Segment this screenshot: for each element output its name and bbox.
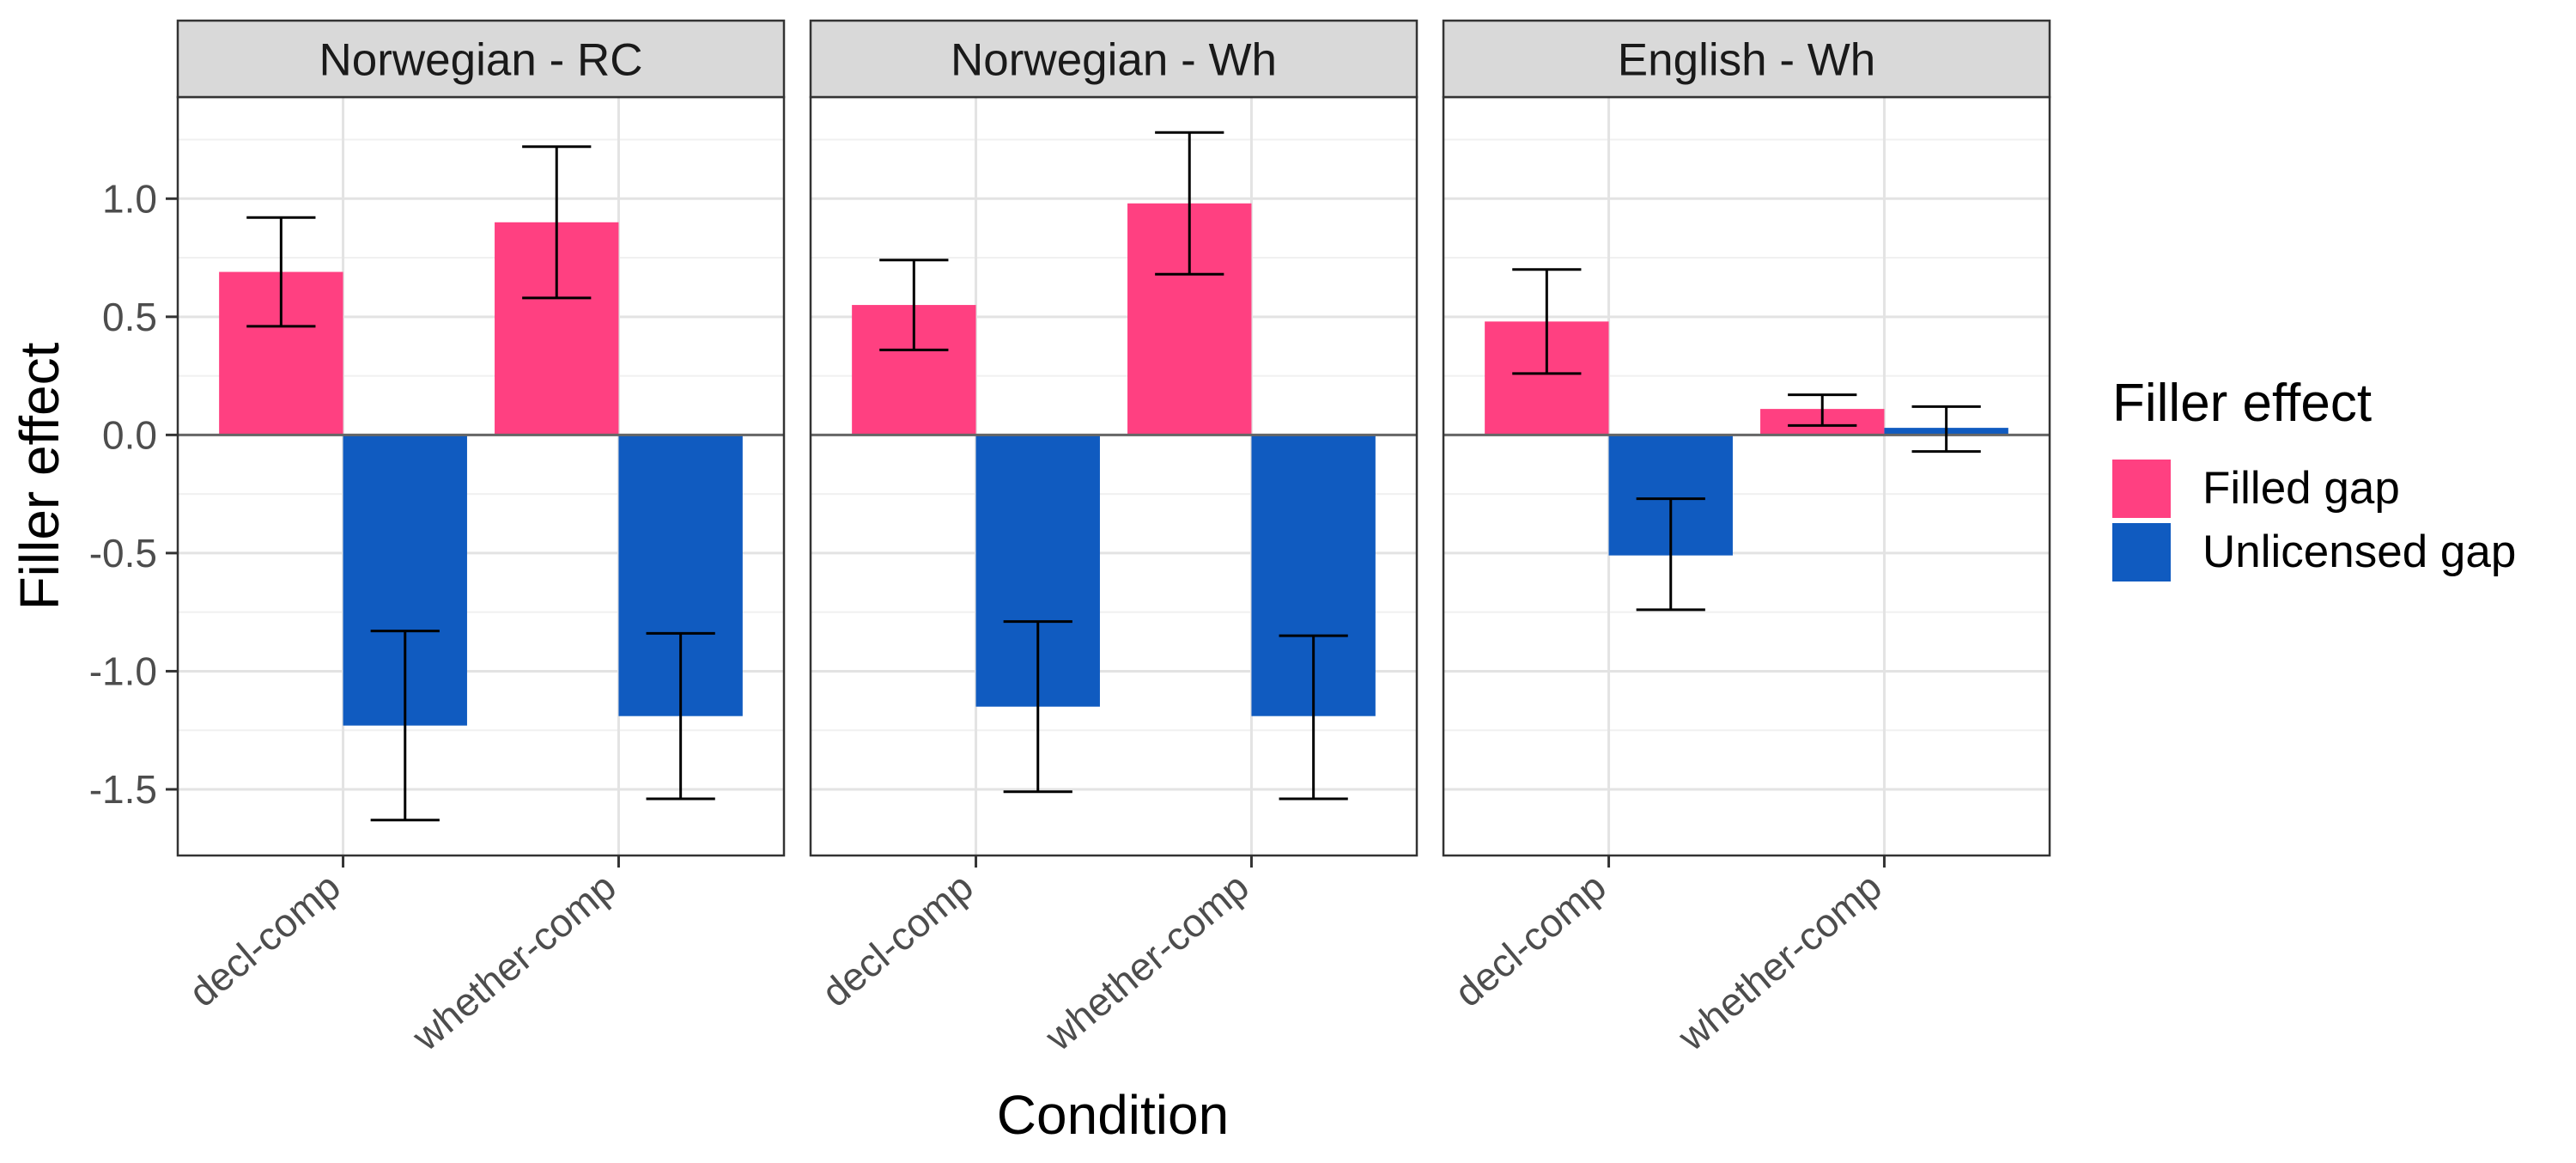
x-axis-title: Condition — [997, 1084, 1229, 1146]
facet-title: Norwegian - RC — [319, 35, 642, 86]
legend-label: Filled gap — [2202, 463, 2400, 514]
legend-key-filled-gap — [2112, 460, 2171, 518]
x-tick-label: decl-comp — [813, 864, 981, 1015]
facet-title: Norwegian - Wh — [951, 35, 1277, 86]
panel-background — [1443, 97, 2050, 856]
x-tick-label: decl-comp — [1446, 864, 1614, 1015]
facet-title: English - Wh — [1618, 35, 1875, 86]
x-tick-label: whether-comp — [1668, 864, 1889, 1060]
facet-strip — [176, 19, 786, 99]
y-tick-label: 1.0 — [102, 176, 157, 221]
legend-title: Filler effect — [2112, 374, 2372, 433]
legend-key-unlicensed-gap — [2112, 523, 2171, 582]
y-tick-label: -1.5 — [89, 767, 157, 812]
facet-strip — [809, 19, 1419, 99]
y-tick-label: -0.5 — [89, 531, 157, 575]
y-axis-title: Filler effect — [9, 342, 70, 610]
x-tick-label: decl-comp — [180, 864, 349, 1015]
x-tick-label: whether-comp — [1036, 864, 1256, 1060]
legend-label: Unlicensed gap — [2202, 527, 2516, 577]
facet-strip — [1442, 19, 2051, 99]
y-tick-label: 0.5 — [102, 295, 157, 339]
x-tick-label: whether-comp — [403, 864, 623, 1060]
y-tick-label: -1.0 — [89, 648, 157, 693]
y-tick-label: 0.0 — [102, 412, 157, 457]
